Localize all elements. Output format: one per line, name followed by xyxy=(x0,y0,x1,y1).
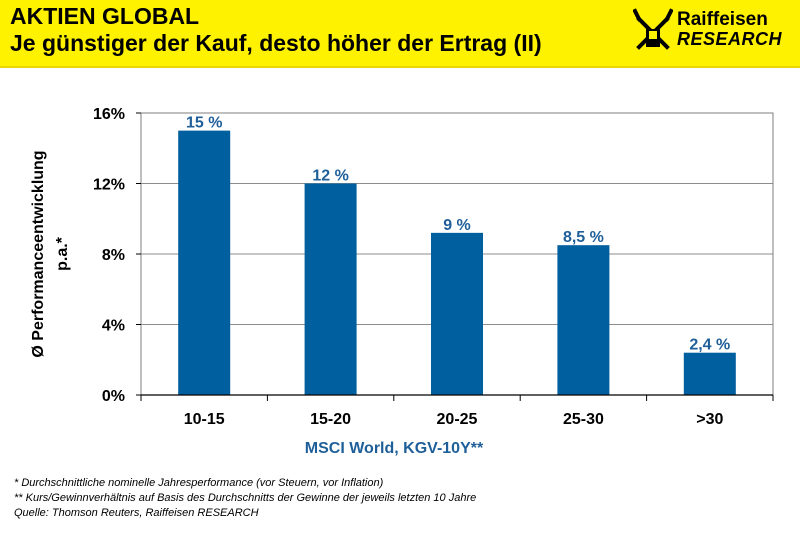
bar->30 xyxy=(683,352,736,395)
y-tick-label: 12% xyxy=(93,177,125,194)
y-axis-title: Ø Performanceentwicklung p.a.* xyxy=(30,150,71,357)
logo-sub: RESEARCH xyxy=(677,29,783,49)
y-tick-label: 4% xyxy=(102,318,125,335)
footnote-source: Quelle: Thomson Reuters, Raiffeisen RESE… xyxy=(14,507,259,519)
bar-value-label: 2,4 % xyxy=(689,337,730,354)
page-title: AKTIEN GLOBAL xyxy=(10,3,200,29)
page-subtitle: Je günstiger der Kauf, desto höher der E… xyxy=(10,30,542,56)
bar-value-label: 15 % xyxy=(186,115,222,132)
y-axis-title-line1: Ø Performanceentwicklung xyxy=(30,150,47,357)
bars: 15 % 12 % 9 % 8,5 % 2,4 % xyxy=(178,115,736,395)
bar-value-label: 8,5 % xyxy=(563,229,604,246)
y-axis-ticks: 0% 4% 8% 12% 16% xyxy=(93,106,141,405)
raiffeisen-logo: Raiffeisen RESEARCH xyxy=(633,5,793,55)
footnote-kgv: ** Kurs/Gewinnverhältnis auf Basis des D… xyxy=(14,492,477,504)
footnote-performance: * Durchschnittliche nominelle Jahresperf… xyxy=(14,477,384,489)
bar-value-label: 9 % xyxy=(443,217,471,234)
bar-15-20 xyxy=(304,183,357,395)
raiffeisen-gable-cross-icon xyxy=(633,7,673,51)
bar-10-15 xyxy=(178,130,231,395)
y-tick-label: 0% xyxy=(102,388,125,405)
footnotes: * Durchschnittliche nominelle Jahresperf… xyxy=(14,476,476,521)
x-tick-label: 25-30 xyxy=(563,411,604,428)
header-banner: AKTIEN GLOBAL Je günstiger der Kauf, des… xyxy=(0,0,800,68)
y-tick-label: 16% xyxy=(93,106,125,123)
y-axis-title-line2: p.a.* xyxy=(54,236,71,271)
x-tick-label: 20-25 xyxy=(437,411,478,428)
logo-name: Raiffeisen xyxy=(677,9,768,30)
x-tick-label: >30 xyxy=(696,411,723,428)
x-axis-ticks: 10-15 15-20 20-25 25-30 >30 xyxy=(140,394,774,428)
y-tick-label: 8% xyxy=(102,247,125,264)
x-tick-label: 15-20 xyxy=(310,411,351,428)
x-tick-label: 10-15 xyxy=(184,411,225,428)
bar-chart: 15 % 12 % 9 % 8,5 % 2,4 % 0% 4% 8% 12% 16% 10-15… xyxy=(30,106,774,457)
bar-25-30 xyxy=(557,245,610,395)
bar-20-25 xyxy=(431,232,483,395)
x-axis-title: MSCI World, KGV-10Y** xyxy=(305,440,484,457)
bar-value-label: 12 % xyxy=(312,168,348,185)
